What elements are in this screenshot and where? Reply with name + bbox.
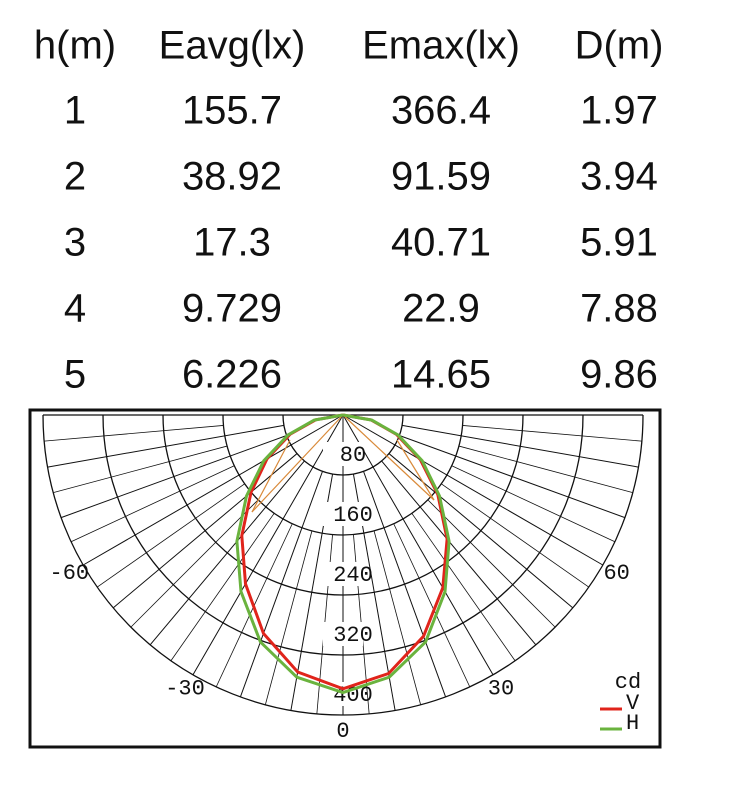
angle-tick-label: 30 <box>488 676 514 701</box>
table-cell: 91.59 <box>391 155 491 199</box>
r-tick-label: 320 <box>333 623 373 648</box>
r-tick-label: 80 <box>340 443 366 468</box>
spoke <box>82 414 344 566</box>
table-cell: 3.94 <box>580 155 658 199</box>
table-cell: 5 <box>64 353 86 397</box>
tick-label-bg <box>323 622 363 646</box>
table-cell: 17.3 <box>193 221 271 265</box>
table-header: h(m) <box>34 24 116 68</box>
table-cell: 366.4 <box>391 89 491 133</box>
tick-label-bg <box>323 562 363 586</box>
diagram-frame <box>28 408 662 749</box>
grid-ring <box>102 414 584 656</box>
unit-label: cd <box>615 670 641 695</box>
table-cell: 14.65 <box>391 353 491 397</box>
spoke <box>458 445 633 494</box>
spoke <box>373 530 422 705</box>
spoke <box>53 445 228 494</box>
spoke <box>342 414 494 676</box>
beam-line <box>342 414 435 501</box>
angle-tick-label: 0 <box>336 719 349 744</box>
table-header: Eavg(lx) <box>159 24 306 68</box>
grid-ring <box>162 414 524 596</box>
spoke <box>342 414 604 566</box>
table-cell: 7.88 <box>580 287 658 331</box>
angle-tick-label: -60 <box>50 561 90 586</box>
table-cell: 3 <box>64 221 86 265</box>
legend-label: V <box>626 691 640 716</box>
tick-label-bg <box>323 442 363 466</box>
table-cell: 9.86 <box>580 353 658 397</box>
grid-ring <box>222 414 464 536</box>
spoke <box>44 425 224 442</box>
table-cell: 1.97 <box>580 89 658 133</box>
spoke <box>393 523 471 688</box>
r-tick-label: 240 <box>333 563 373 588</box>
table-cell: 9.729 <box>182 287 282 331</box>
table-cell: 22.9 <box>402 287 480 331</box>
table-cell: 4 <box>64 287 86 331</box>
spoke <box>97 483 245 588</box>
spoke <box>451 465 616 543</box>
table-cell: 155.7 <box>182 89 282 133</box>
table-cell: 5.91 <box>580 221 658 265</box>
spoke <box>170 513 275 661</box>
spoke <box>264 530 313 705</box>
r-tick-label: 160 <box>333 503 373 528</box>
spoke <box>411 513 516 661</box>
spoke <box>192 414 344 676</box>
grid-ring <box>42 414 644 716</box>
table-cell: 2 <box>64 155 86 199</box>
spoke <box>462 425 642 442</box>
angle-tick-label: -30 <box>165 676 205 701</box>
curve <box>235 413 451 695</box>
spoke <box>441 483 589 588</box>
beam-line <box>251 414 344 513</box>
spoke <box>70 465 235 543</box>
polar-grid <box>42 414 644 716</box>
table-header: D(m) <box>575 24 664 68</box>
table-cell: 38.92 <box>182 155 282 199</box>
tick-label-bg <box>323 502 363 526</box>
table-cell: 6.226 <box>182 353 282 397</box>
spoke <box>427 499 556 628</box>
legend-label: H <box>626 711 639 736</box>
table-cell: 1 <box>64 89 86 133</box>
spoke <box>130 499 259 628</box>
table-header: Emax(lx) <box>362 24 520 68</box>
table-cell: 40.71 <box>391 221 491 265</box>
beam-line <box>251 439 291 513</box>
beam-line <box>396 439 435 501</box>
angle-tick-label: 60 <box>603 561 629 586</box>
